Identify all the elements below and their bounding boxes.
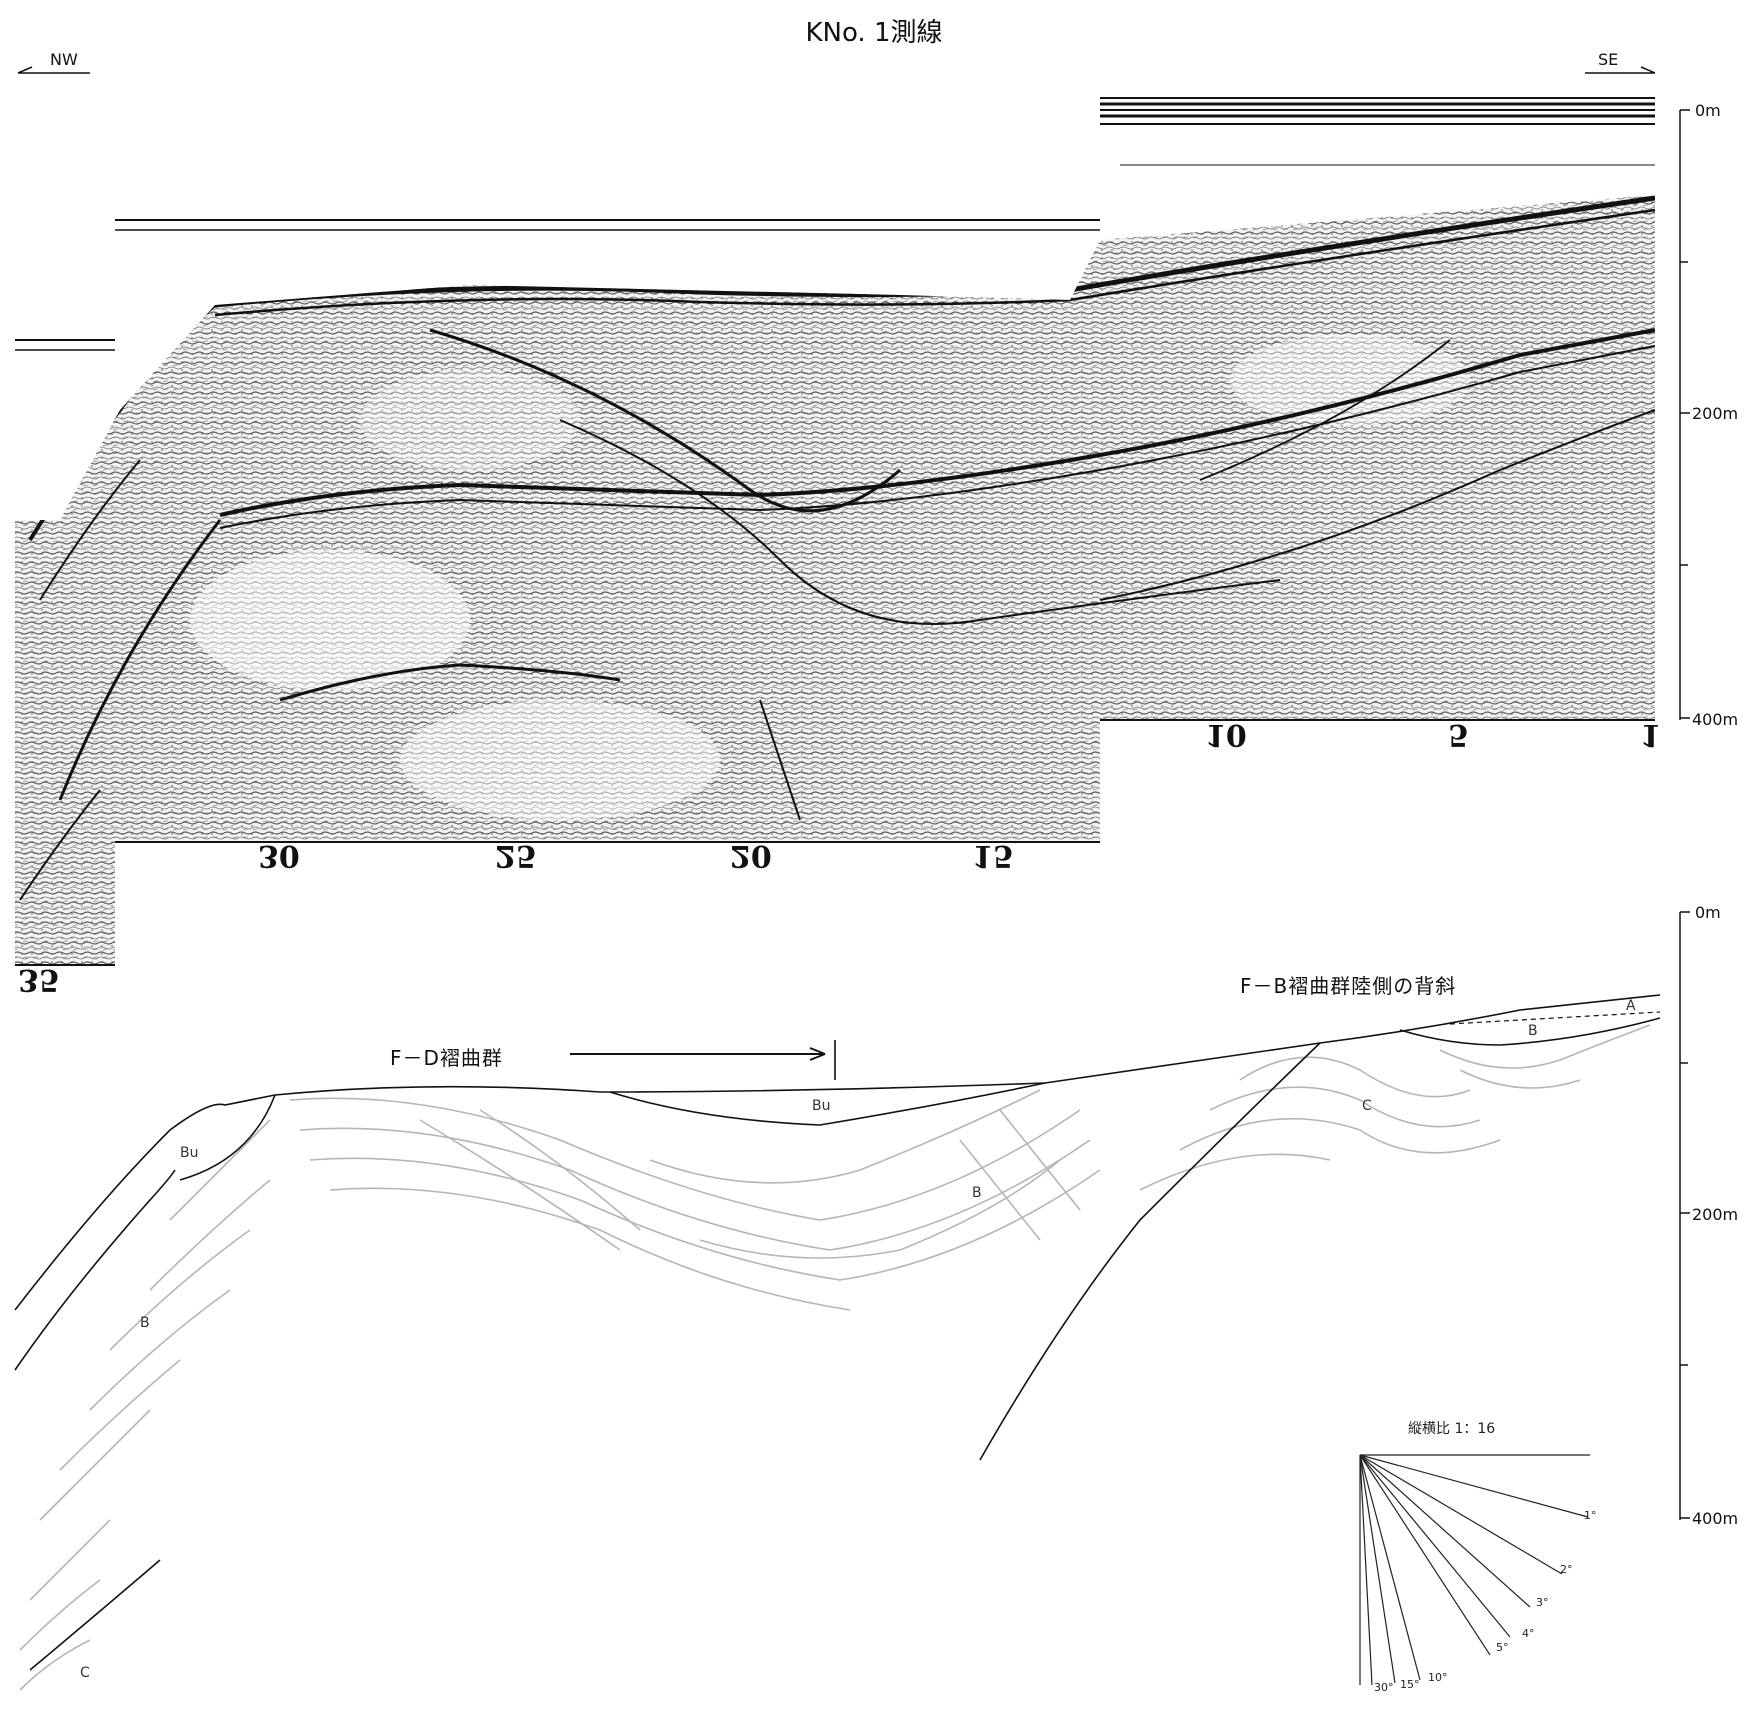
fd-fold-group-label: F－D褶曲群 bbox=[390, 1046, 503, 1070]
shot-point-5: 5 bbox=[1448, 717, 1469, 752]
depth-label-200m-upper: 200m bbox=[1692, 404, 1739, 423]
angle-label-15: 15° bbox=[1400, 1678, 1420, 1691]
unit-label-a: A bbox=[1626, 998, 1636, 1014]
shot-point-25: 25 bbox=[495, 838, 537, 873]
angle-label-3: 3° bbox=[1536, 1596, 1549, 1609]
unit-label-b-center: B bbox=[972, 1185, 982, 1201]
angle-label-5: 5° bbox=[1496, 1641, 1509, 1654]
unit-label-bu-left: Bu bbox=[180, 1145, 199, 1161]
depth-label-200m-lower: 200m bbox=[1692, 1205, 1739, 1224]
seismic-section bbox=[15, 97, 1690, 966]
shot-point-30: 30 bbox=[258, 838, 300, 873]
depth-label-400m-lower: 400m bbox=[1692, 1509, 1739, 1528]
unit-label-b-left: B bbox=[140, 1315, 150, 1331]
aspect-ratio-fan bbox=[1359, 1454, 1590, 1686]
angle-label-10: 10° bbox=[1428, 1671, 1448, 1684]
angle-label-1: 1° bbox=[1584, 1509, 1597, 1522]
nw-arrow-icon bbox=[17, 66, 90, 74]
se-arrow-icon bbox=[1585, 66, 1656, 74]
angle-label-2: 2° bbox=[1560, 1563, 1573, 1576]
direction-se-label: SE bbox=[1598, 50, 1619, 69]
aspect-ratio-title: 縦横比 1：16 bbox=[1408, 1421, 1496, 1437]
angle-label-4: 4° bbox=[1522, 1627, 1535, 1640]
shot-point-10: 10 bbox=[1205, 717, 1247, 752]
depth-label-0m-lower: 0m bbox=[1695, 903, 1721, 922]
strata-lines bbox=[19, 1024, 1651, 1691]
unit-label-c-left: C bbox=[80, 1665, 90, 1681]
shot-point-15: 15 bbox=[972, 838, 1014, 873]
angle-label-30: 30° bbox=[1374, 1681, 1394, 1694]
depth-label-400m-upper: 400m bbox=[1692, 710, 1739, 729]
unit-label-c-right: C bbox=[1362, 1098, 1372, 1114]
direction-nw-label: NW bbox=[50, 50, 78, 69]
interpretation-section bbox=[14, 911, 1690, 1691]
fb-anticline-label: F－B褶曲群陸側の背斜 bbox=[1240, 974, 1457, 998]
shot-point-1: 1 bbox=[1640, 717, 1661, 752]
shot-point-20: 20 bbox=[730, 838, 772, 873]
boundary-lines bbox=[14, 994, 1661, 1671]
profile-title: KNo. 1測線 bbox=[805, 18, 943, 48]
unit-label-b-right: B bbox=[1528, 1023, 1538, 1039]
shot-point-35: 35 bbox=[18, 962, 60, 997]
fd-arrow-icon bbox=[570, 1047, 826, 1061]
unit-label-bu-center: Bu bbox=[812, 1098, 831, 1114]
unit-a-dashed-boundary bbox=[1449, 1011, 1661, 1025]
depth-label-0m-upper: 0m bbox=[1695, 101, 1721, 120]
